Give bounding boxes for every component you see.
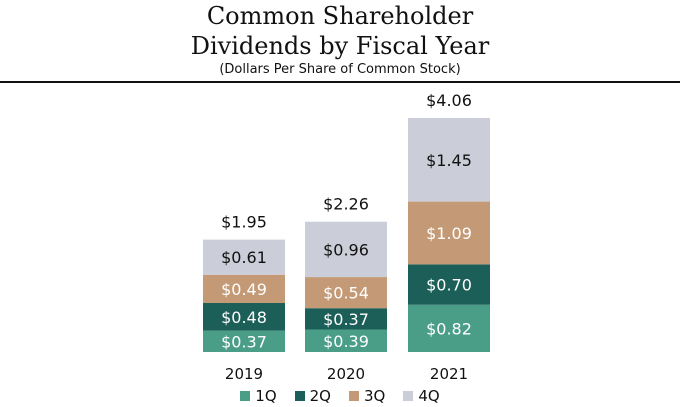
bar-segment-2019-3Q [203,274,285,304]
total-label-2020: $2.26 [323,195,369,214]
bar-segment-2020-3Q [305,277,387,309]
bar-segment-2019-4Q [203,239,285,275]
data-label-2021-4Q: $1.45 [426,151,472,170]
data-label-2019-2Q: $0.48 [221,308,267,327]
legend-label: 3Q [364,387,386,405]
legend-item-1Q: 1Q [240,387,277,405]
bar-segment-2020-2Q [305,308,387,330]
legend: 1Q 2Q 3Q 4Q [0,387,680,405]
legend-item-3Q: 3Q [349,387,385,405]
legend-item-2Q: 2Q [294,387,331,405]
chart-title-line-2: Dividends by Fiscal Year [190,32,490,60]
legend-label: 2Q [309,387,331,405]
chart-subtitle: (Dollars Per Share of Common Stock) [219,62,461,77]
bar-segment-2020-4Q [305,221,387,278]
x-tick-label-2021: 2021 [430,365,468,383]
legend-label: 1Q [255,387,277,405]
data-label-2019-1Q: $0.37 [221,332,267,351]
data-label-2021-1Q: $0.82 [426,319,472,338]
data-label-2021-3Q: $1.09 [426,224,472,243]
data-label-2019-4Q: $0.61 [221,248,267,267]
bar-segment-2020-1Q [305,329,387,352]
legend-swatch-icon [294,391,305,401]
bar-segment-2021-3Q [408,201,490,265]
bar-segment-2021-2Q [408,264,490,305]
legend-label: 4Q [418,387,440,405]
total-label-2021: $4.06 [426,91,472,110]
legend-item-4Q: 4Q [403,387,440,405]
total-label-2019: $1.95 [221,213,267,232]
bar-segment-2021-4Q [408,118,490,202]
chart-title-line-1: Common Shareholder [206,2,474,30]
bar-segment-2019-2Q [203,303,285,331]
bar-segment-2021-1Q [408,304,490,352]
data-label-2019-3Q: $0.49 [221,280,267,299]
legend-swatch-icon [403,391,414,401]
title-divider [0,81,680,83]
data-label-2020-4Q: $0.96 [323,240,369,259]
data-label-2020-1Q: $0.39 [323,332,369,351]
bar-segment-2019-1Q [203,330,285,352]
x-tick-label-2020: 2020 [327,365,365,383]
data-label-2020-3Q: $0.54 [323,284,369,303]
legend-swatch-icon [349,391,359,401]
legend-swatch-icon [240,391,251,401]
data-label-2021-2Q: $0.70 [426,276,472,295]
data-label-2020-2Q: $0.37 [323,310,369,329]
x-tick-label-2019: 2019 [225,365,263,383]
